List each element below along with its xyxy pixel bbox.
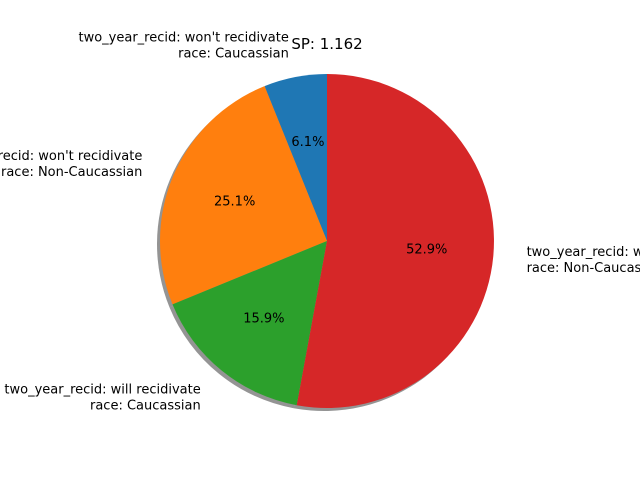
chart-title: SP: 1.162	[291, 35, 362, 53]
pie-category-label-line: two_year_recid: won't recidivate	[0, 149, 142, 164]
pie-category-label-line: race: Non-Caucassian	[1, 165, 142, 180]
pie-percent-label: 52.9%	[406, 243, 447, 258]
pie-percent-label: 6.1%	[291, 135, 324, 150]
pie-category-label: two_year_recid: won't recidivate race: Ca…	[78, 30, 288, 61]
pie-category-label-line: race: Caucassian	[178, 46, 289, 61]
pie-percent-label-layer: 6.1% 25.1% 15.9% 52.9%	[214, 135, 447, 326]
pie-group: 6.1% 25.1% 15.9% 52.9% two_year_recid: won'…	[0, 30, 640, 413]
pie-percent-label: 15.9%	[243, 311, 284, 326]
pie-category-label-line: race: Non-Caucassian	[527, 261, 640, 276]
pie-category-label-line: two_year_recid: will recidivate	[4, 383, 200, 398]
pie-slice-layer	[160, 74, 494, 408]
pie-slice	[264, 74, 327, 241]
pie-slice	[296, 74, 494, 408]
pie-category-label-line: race: Caucassian	[90, 399, 201, 414]
pie-category-label-layer: two_year_recid: won't recidivate race: Ca…	[0, 30, 640, 413]
pie-category-label: two_year_recid: will recidivate race: Cau…	[4, 383, 200, 414]
pie-category-label-line: two_year_recid: won't recidivate	[78, 30, 288, 45]
pie-slice	[172, 241, 327, 406]
pie-category-label-line: two_year_recid: will recidivate	[527, 245, 640, 260]
pie-percent-label: 25.1%	[214, 195, 255, 210]
pie-slice	[160, 86, 327, 305]
